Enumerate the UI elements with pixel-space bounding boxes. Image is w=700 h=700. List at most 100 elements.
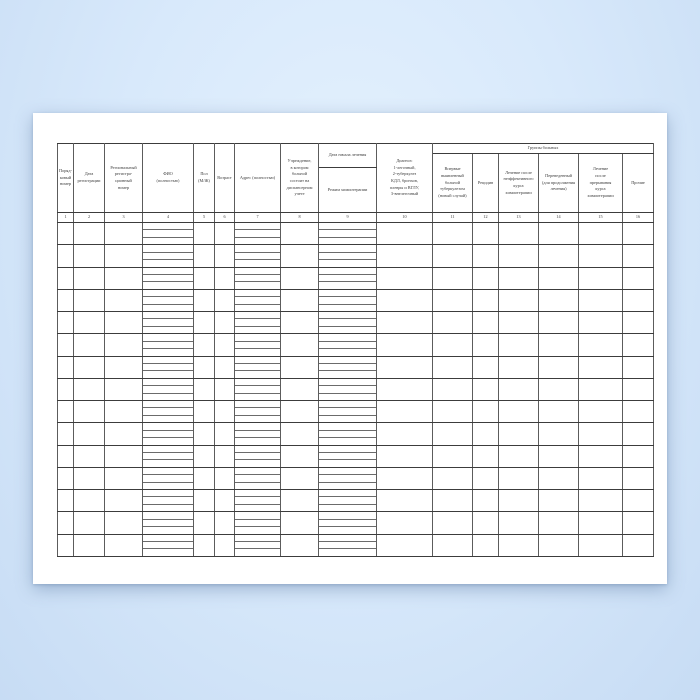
journal-cell bbox=[318, 511, 377, 535]
sub-row-group bbox=[235, 491, 280, 511]
column-number-row: 1 2 3 4 5 6 7 8 9 10 11 12 13 14 15 16 bbox=[57, 212, 655, 223]
sub-row bbox=[143, 340, 193, 348]
journal-cell bbox=[142, 511, 194, 535]
sub-row bbox=[319, 318, 376, 325]
journal-cell bbox=[376, 221, 433, 246]
journal-cell bbox=[73, 488, 105, 513]
journal-cell bbox=[57, 466, 74, 491]
col-header-transferred: Переведенный (для продолжения лечения) bbox=[538, 153, 579, 213]
journal-cell bbox=[432, 244, 473, 268]
journal-cell bbox=[621, 444, 655, 468]
journal-cell bbox=[318, 244, 377, 268]
journal-row bbox=[57, 488, 655, 513]
sub-row bbox=[235, 348, 280, 355]
sub-row bbox=[235, 459, 280, 466]
sub-row bbox=[319, 296, 376, 303]
sub-row-group bbox=[143, 535, 193, 555]
sub-row bbox=[319, 236, 376, 244]
journal-row bbox=[57, 399, 655, 424]
sub-row-group bbox=[143, 335, 193, 355]
sub-row bbox=[319, 540, 376, 548]
journal-cell bbox=[104, 333, 143, 357]
sub-row-group bbox=[235, 424, 280, 444]
sub-row-group bbox=[143, 224, 193, 244]
journal-cell bbox=[214, 488, 235, 513]
sub-row-group bbox=[143, 402, 193, 422]
sub-row bbox=[319, 526, 376, 533]
col-header-after-failed-course: Лечение после неэффективного курса химио… bbox=[498, 153, 539, 213]
journal-row bbox=[57, 377, 655, 402]
journal-cell bbox=[472, 466, 499, 491]
journal-cell bbox=[234, 288, 281, 313]
journal-cell bbox=[104, 466, 143, 491]
sub-row-group bbox=[235, 290, 280, 310]
sub-row-group bbox=[143, 313, 193, 333]
journal-cell bbox=[498, 466, 539, 491]
journal-cell bbox=[280, 377, 319, 402]
sub-row bbox=[235, 518, 280, 526]
journal-cell bbox=[621, 511, 655, 535]
sub-row bbox=[235, 474, 280, 481]
journal-cell bbox=[234, 511, 281, 535]
journal-cell bbox=[214, 466, 235, 491]
journal-cell bbox=[498, 422, 539, 446]
sub-row bbox=[235, 340, 280, 348]
journal-cell bbox=[376, 422, 433, 446]
sub-row bbox=[319, 437, 376, 444]
journal-cell bbox=[376, 288, 433, 313]
journal-cell bbox=[472, 399, 499, 424]
journal-cell bbox=[104, 288, 143, 313]
journal-cell bbox=[142, 266, 194, 290]
journal-cell bbox=[234, 355, 281, 379]
journal-cell bbox=[142, 221, 194, 246]
sub-row bbox=[143, 429, 193, 437]
journal-cell bbox=[57, 288, 74, 313]
sub-row-group bbox=[319, 535, 376, 555]
sub-row bbox=[235, 496, 280, 503]
journal-cell bbox=[73, 466, 105, 491]
journal-cell bbox=[472, 533, 499, 557]
journal-cell bbox=[472, 266, 499, 290]
sub-row-group bbox=[235, 379, 280, 399]
journal-cell bbox=[318, 333, 377, 357]
journal-cell bbox=[73, 266, 105, 290]
journal-cell bbox=[73, 288, 105, 313]
sub-row bbox=[143, 296, 193, 303]
journal-cell bbox=[376, 355, 433, 379]
journal-cell bbox=[621, 488, 655, 513]
sub-row bbox=[319, 429, 376, 437]
journal-cell bbox=[498, 399, 539, 424]
sub-row-group bbox=[235, 357, 280, 377]
journal-cell bbox=[621, 333, 655, 357]
sub-row bbox=[235, 437, 280, 444]
col-number: 6 bbox=[214, 212, 235, 223]
journal-cell bbox=[621, 288, 655, 313]
journal-cell bbox=[193, 511, 215, 535]
journal-cell bbox=[432, 533, 473, 557]
sub-row bbox=[235, 451, 280, 459]
journal-cell bbox=[280, 355, 319, 379]
journal-cell bbox=[472, 422, 499, 446]
journal-cell bbox=[432, 377, 473, 402]
journal-cell bbox=[193, 533, 215, 557]
sub-row bbox=[143, 474, 193, 481]
journal-row bbox=[57, 288, 655, 313]
journal-cell bbox=[57, 244, 74, 268]
sub-row-group bbox=[235, 313, 280, 333]
journal-cell bbox=[73, 310, 105, 335]
journal-cell bbox=[578, 221, 623, 246]
col-number: 12 bbox=[472, 212, 499, 223]
col-number: 7 bbox=[234, 212, 281, 223]
journal-cell bbox=[104, 355, 143, 379]
journal-row bbox=[57, 422, 655, 446]
sub-row-group bbox=[319, 268, 376, 288]
journal-cell bbox=[280, 399, 319, 424]
sub-row bbox=[143, 273, 193, 281]
journal-cell bbox=[538, 533, 579, 557]
col-number: 9 bbox=[318, 212, 377, 223]
sub-row-group bbox=[319, 313, 376, 333]
sub-row bbox=[319, 459, 376, 466]
sub-row bbox=[143, 362, 193, 370]
sub-row bbox=[235, 429, 280, 437]
journal-cell bbox=[214, 310, 235, 335]
